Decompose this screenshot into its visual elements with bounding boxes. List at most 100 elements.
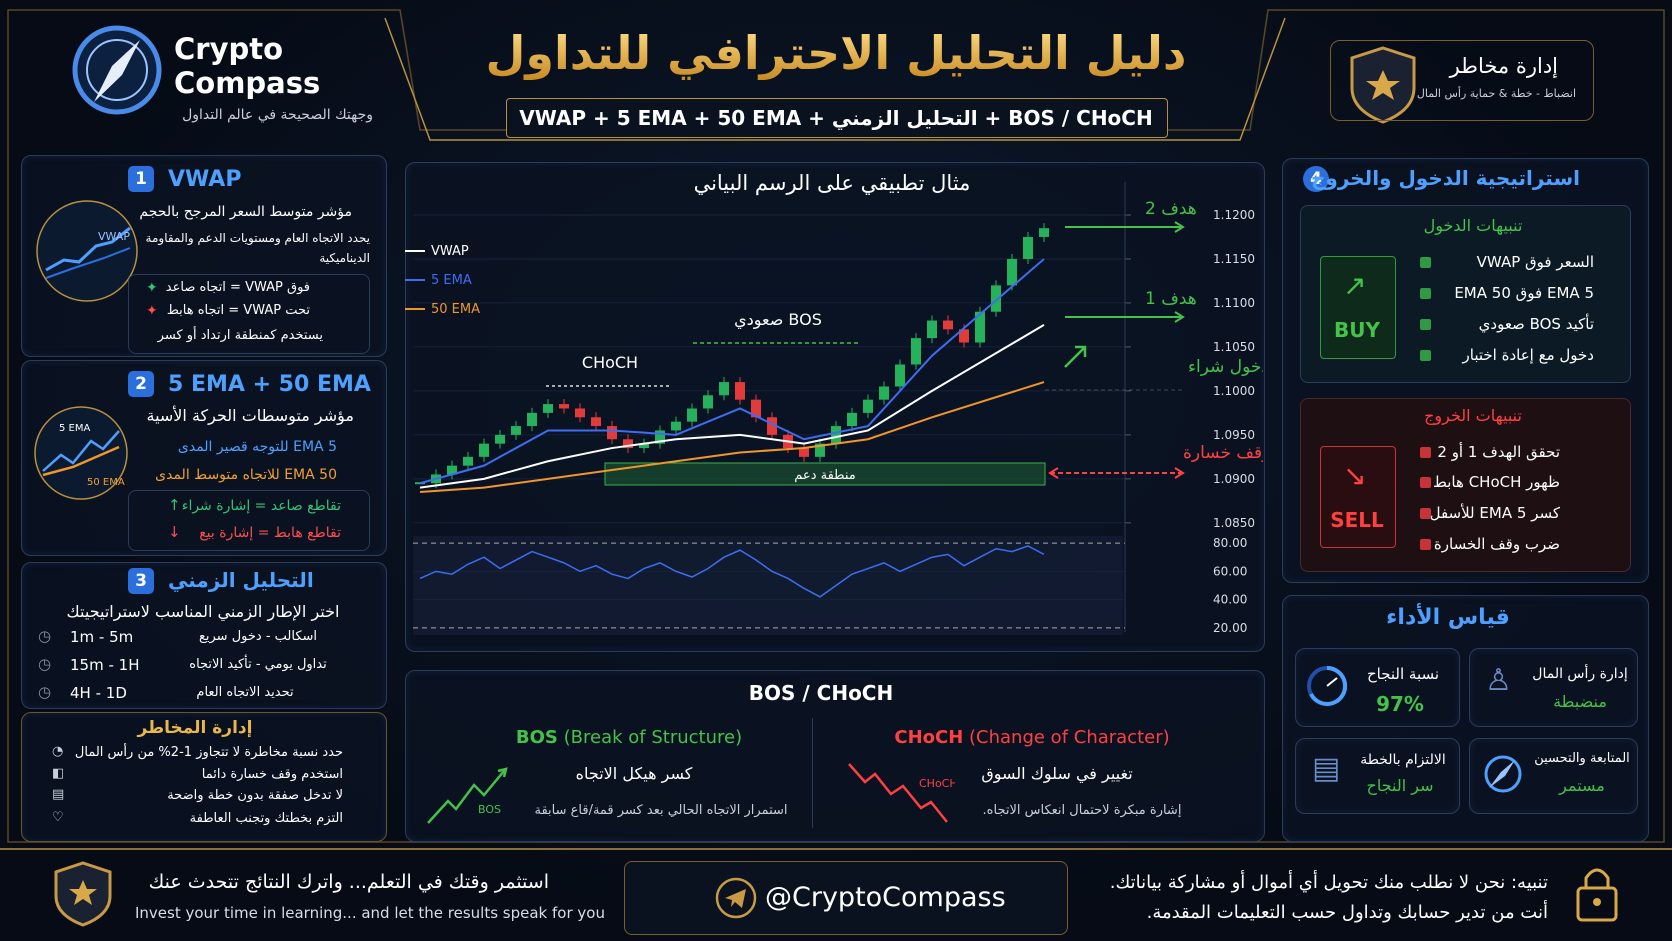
sell-arrow: ↘ (1343, 459, 1367, 492)
buy-arrow: ↗ (1343, 269, 1367, 302)
candle (671, 421, 681, 431)
card-label: إدارة رأس المال (1532, 666, 1628, 682)
down-arrow: ✦ (146, 303, 158, 319)
support-zone (604, 462, 1046, 486)
warning: تنبيه: نحن لا نطلب منك تحويل أي أموال أو… (1109, 872, 1548, 893)
choch-heading: CHoCH (Change of Character) (894, 727, 1170, 749)
badge (1330, 40, 1594, 121)
rule: تحت VWAP = اتجاه هابط (166, 303, 310, 318)
section-title: VWAP (168, 167, 242, 192)
candle (847, 412, 857, 427)
candle (719, 382, 729, 396)
annotation: هدف 2 (1145, 199, 1197, 219)
brand: Compass (174, 66, 321, 100)
buy-button (1320, 256, 1396, 359)
section-number: 1 (128, 166, 154, 192)
candle (511, 426, 521, 435)
check (1420, 508, 1431, 519)
clock-icon: ◷ (38, 655, 52, 673)
warning: أنت من تدير حسابك وتداول حسب التعليمات ا… (1146, 902, 1548, 923)
abbr: BOS (515, 727, 558, 748)
compass-icon (1484, 755, 1522, 793)
candle (655, 430, 665, 444)
page-title: دليل التحليل الاحترافي للتداول (485, 26, 1187, 80)
candle (1023, 236, 1033, 259)
candle (815, 443, 825, 457)
motto-ar: استثمر وقتك في التعلم... واترك النتائج ت… (148, 871, 549, 893)
y-tick-label: 1.0950 (1213, 428, 1255, 442)
indicator-line (419, 381, 1045, 494)
candle (975, 311, 985, 343)
card-label: المتابعة والتحسين (1534, 751, 1630, 766)
legend-label: VWAP (431, 244, 469, 259)
risk-icon: ◔ (52, 744, 64, 759)
card-value: 97% (1376, 692, 1424, 716)
full: (Change of Character) (969, 727, 1170, 748)
section-title: 5 EMA + 50 EMA (168, 372, 371, 397)
y-tick-label: 1.0900 (1213, 472, 1255, 486)
bos-heading: BOS (Break of Structure) (515, 727, 742, 749)
candle (943, 320, 953, 330)
signal: تقاطع هابط = إشارة بيع (199, 525, 341, 541)
card (1469, 738, 1638, 814)
annotation: وقف خسارة (1183, 443, 1263, 463)
timeframe: 1m - 5m (70, 628, 134, 646)
card (1295, 738, 1460, 814)
candle (543, 404, 553, 413)
abbr: CHoCH (894, 727, 964, 748)
bos-note: استمرار الاتجاه الحالي بعد كسر قمة/قاع س… (534, 803, 788, 818)
indicator-line (419, 258, 1045, 485)
up-arrow: ↑ (168, 496, 181, 514)
card (1469, 648, 1638, 727)
candle (767, 417, 777, 435)
candle (447, 465, 457, 475)
candle (1039, 228, 1049, 237)
entry-arrow (1064, 345, 1087, 368)
oscillator-line (419, 545, 1045, 598)
divider (812, 718, 813, 828)
gauge-icon (1307, 665, 1348, 706)
vwap-icon: VWAP (36, 200, 138, 302)
bos-description: كسر هيكل الاتجاه (575, 764, 693, 783)
check (1420, 319, 1431, 330)
candle (863, 399, 873, 413)
icon-label: CHoCH (919, 777, 955, 790)
annotation: منطقة دعم (794, 468, 855, 483)
rules-box (128, 274, 370, 354)
candle (959, 329, 969, 343)
card-value: منضبطة (1553, 692, 1607, 711)
rule: يستخدم كمنطقة ارتداد أو كسر (157, 328, 323, 343)
description: اختر الإطار الزمني المناسب لاستراتيجيتك (66, 602, 340, 621)
section-title: استراتيجية الدخول والخروج (1310, 166, 1580, 190)
risk-icon: ▤ (52, 787, 65, 802)
check (1420, 447, 1431, 458)
description: مؤشر متوسطات الحركة الأسية (146, 406, 354, 425)
handle[interactable]: @CryptoCompass (765, 882, 1006, 913)
candle (639, 443, 649, 449)
ema-line: 5 EMA للتوجه قصير المدى (177, 439, 337, 455)
sell-label: SELL (1330, 508, 1384, 532)
card-value: سر النجاح (1366, 776, 1434, 795)
check (1420, 477, 1431, 488)
candle (687, 408, 697, 422)
rule: فوق VWAP = اتجاه صاعد (165, 280, 310, 295)
candle (927, 320, 937, 339)
y-tick-label: 1.1100 (1213, 296, 1255, 310)
y-tick-label: 1.1000 (1213, 384, 1255, 398)
timeframe: 15m - 1H (70, 656, 140, 674)
candle (591, 417, 601, 427)
candle (479, 443, 489, 457)
annotation: دخول شراء (1188, 357, 1263, 377)
buy-label: BUY (1334, 318, 1380, 342)
y-tick-label: 1.1200 (1213, 208, 1255, 222)
timeframe-use: تحديد الاتجاه العام (196, 685, 294, 700)
card-value: مستمر (1559, 776, 1605, 795)
candle (495, 434, 505, 444)
signals-box (128, 490, 370, 551)
signal: تقاطع صاعد = إشارة شراء (181, 498, 341, 514)
risk-panel (21, 712, 387, 842)
risk-item: لا تدخل صفقة بدون خطة واضحة (167, 788, 343, 803)
exit-item: تحقق الهدف 1 أو 2 (1437, 443, 1560, 461)
icon-label: 50 EMA (87, 477, 125, 488)
